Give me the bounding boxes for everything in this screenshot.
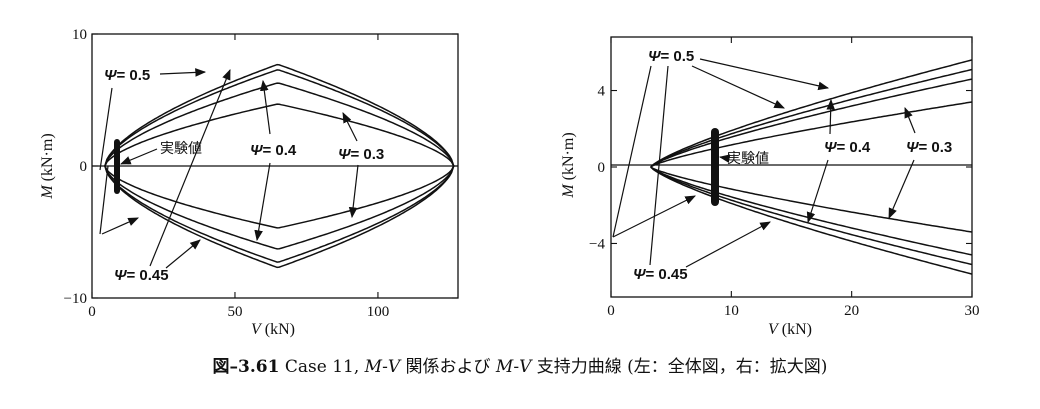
left-annot-psi045-arrow: [149, 69, 231, 267]
right-annot-experiment: 実験値: [727, 151, 769, 167]
left-curve-upper-0: [104, 63, 455, 167]
caption-m2: M: [495, 357, 514, 377]
right-annot-psi05: Ψ= 0.5: [648, 48, 694, 65]
right-curves: [650, 59, 973, 275]
right-curve-upper-3: [650, 101, 973, 168]
left-annot-psi03: Ψ= 0.3: [338, 146, 384, 163]
right-ytick-label: −4: [589, 236, 605, 252]
right-ylabel: M (kN·m): [560, 132, 577, 198]
left-annot-psi045: Ψ= 0.45: [114, 267, 169, 284]
right-annot-psi05-arrow2: [691, 65, 785, 109]
left-annot-psi04-arrow: [259, 79, 271, 135]
right-curve-lower-1: [650, 166, 973, 266]
right-annot-psi05-leader: [612, 65, 652, 238]
right-annot-psi05-leader2: [649, 65, 669, 266]
left-curve-upper-3: [104, 103, 455, 167]
left-annot-experiment: 実験値: [160, 141, 202, 157]
left-xtick-label: 0: [88, 304, 96, 320]
right-annot-lower-leader: [612, 195, 696, 238]
left-curve-lower-0: [104, 165, 455, 269]
left-curve-upper-1: [104, 69, 455, 167]
left-annot-psi045-arrow2: [165, 239, 201, 269]
right-annot-experiment-arrow: [718, 154, 731, 163]
caption-text-a: Case 11,: [279, 357, 365, 377]
right-annot-psi03-arrow2: [888, 159, 915, 219]
left-curves: [104, 63, 455, 269]
left-xlabel: V (kN): [251, 321, 295, 338]
right-annot-psi04-arrow2: [806, 159, 829, 224]
left-annot-psi04: Ψ= 0.4: [250, 142, 297, 159]
caption-dash2: -: [513, 357, 520, 377]
left-annot-psi05-leader: [99, 87, 113, 171]
right-curve-upper-1: [650, 68, 973, 168]
right-xtick-label: 10: [724, 303, 739, 319]
left-annot-lower-leader: [101, 217, 139, 235]
left-ytick-label: −10: [64, 291, 87, 307]
left-xtick-label: 50: [227, 304, 242, 320]
left-curve-lower-2: [104, 165, 455, 250]
left-curve-lower-3: [104, 165, 455, 229]
right-annot-psi04-arrow: [826, 98, 836, 135]
right-xlabel: V (kN): [768, 321, 812, 338]
left-curve-lower-1: [104, 165, 455, 263]
right-plot-frame: [610, 36, 973, 298]
right-ytick-label: 4: [598, 84, 606, 100]
caption-figure-number: 図–3.61: [212, 357, 280, 377]
right-annot-psi04: Ψ= 0.4: [824, 139, 871, 156]
left-annot-psi04-arrow2: [254, 162, 271, 242]
figure-caption: 図–3.61 Case 11, M-V 関係および M-V 支持力曲線 (左：全…: [0, 352, 1040, 377]
left-annot-psi03-arrow2: [348, 164, 359, 219]
right-annot-psi03: Ψ= 0.3: [906, 139, 952, 156]
right-chart: 0 10 20 30 −4 0 4 M (kN·m) V (kN) Ψ= 0.5 Ψ= 0.…: [560, 36, 980, 338]
left-xtick-label: 100: [367, 304, 390, 320]
left-annot-psi05: Ψ= 0.5: [104, 67, 150, 84]
right-curve-lower-3: [650, 166, 973, 233]
right-curve-upper-0: [650, 59, 973, 168]
right-curve-lower-0: [650, 166, 973, 275]
left-annot-psi05-arrow: [159, 68, 207, 77]
right-xtick-label: 0: [607, 303, 615, 319]
left-ytick-label: 10: [72, 27, 87, 43]
left-annot-experiment-arrow: [120, 148, 158, 165]
caption-m1: M: [364, 357, 383, 377]
caption-v1: V: [387, 357, 401, 377]
left-ytick-label: 0: [80, 159, 88, 175]
right-xtick-label: 20: [844, 303, 859, 319]
right-annot-psi03-arrow: [904, 106, 916, 134]
caption-v2: V: [519, 357, 532, 377]
caption-dash1: -: [382, 357, 388, 377]
right-ticks: 0 10 20 30 −4 0 4: [589, 37, 980, 319]
right-xtick-label: 30: [965, 303, 980, 319]
caption-text-c: 支持力曲線 (左：全体図，右：拡大図): [531, 357, 828, 377]
right-curve-upper-2: [650, 78, 973, 168]
right-ytick-label: 0: [598, 160, 606, 176]
left-annot-lower-leader2: [99, 165, 109, 235]
caption-text-b: 関係および: [400, 357, 496, 377]
right-annot-psi045-arrow: [685, 221, 771, 268]
right-annot-psi05-arrow: [699, 58, 830, 91]
left-annot-psi03-arrow: [342, 112, 358, 142]
right-annot-psi045: Ψ= 0.45: [633, 266, 688, 283]
left-ylabel: M (kN·m): [39, 133, 56, 199]
left-curve-upper-2: [104, 82, 455, 167]
